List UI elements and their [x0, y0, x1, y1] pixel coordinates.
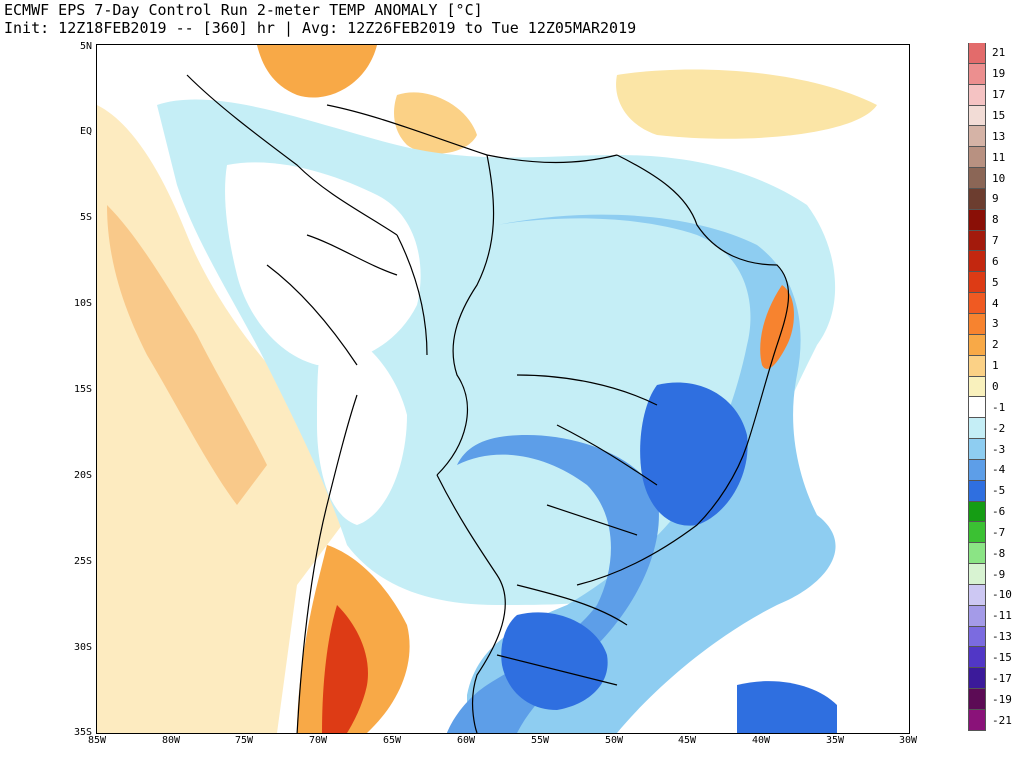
lat-tick-10s: 10S	[73, 298, 92, 309]
color-scale-label: -7	[992, 525, 1006, 539]
color-scale-swatch	[968, 689, 986, 710]
lon-tick-50w: 50W	[604, 735, 624, 746]
color-scale-label: 3	[992, 317, 999, 331]
color-scale-label: 8	[992, 213, 999, 227]
color-scale-label: 10	[992, 171, 1006, 185]
color-scale-label: 0	[992, 380, 999, 393]
lat-tick-5s: 5S	[79, 212, 92, 223]
temperature-anomaly-map	[96, 44, 910, 734]
color-scale-label: -8	[992, 546, 1006, 560]
color-scale-swatch	[968, 293, 986, 314]
color-scale-label: 13	[992, 129, 1006, 143]
color-scale-swatch	[968, 147, 986, 169]
color-scale-label: 5	[992, 275, 999, 289]
lon-tick-80w: 80W	[161, 735, 181, 746]
chart-title: ECMWF EPS 7-Day Control Run 2-meter TEMP…	[4, 1, 483, 19]
lon-tick-70w: 70W	[308, 735, 328, 746]
color-scale-label: -15	[992, 651, 1012, 665]
color-scale-swatch	[968, 480, 986, 502]
color-scale-label: 17	[992, 88, 1006, 102]
lon-tick-55w: 55W	[530, 735, 550, 746]
color-scale-label: -19	[992, 692, 1012, 706]
color-scale-swatch	[968, 605, 986, 627]
color-scale-swatch	[968, 543, 986, 565]
lat-tick-15s: 15S	[73, 384, 92, 395]
color-scale-label: 4	[992, 296, 999, 310]
color-scale-swatch	[968, 230, 986, 252]
color-scale-swatch	[968, 63, 986, 85]
color-scale-swatch	[968, 313, 986, 335]
map-canvas	[97, 45, 909, 733]
color-scale-label: 2	[992, 338, 999, 352]
lon-tick-45w: 45W	[677, 735, 697, 746]
color-scale-label: -10	[992, 588, 1012, 602]
color-scale-swatch	[968, 710, 986, 731]
color-scale-label: -21	[992, 713, 1012, 727]
color-scale	[968, 43, 986, 731]
lat-tick-eq: EQ	[79, 126, 92, 137]
color-scale-swatch	[968, 459, 986, 481]
color-scale-swatch	[968, 439, 986, 460]
color-scale-swatch	[968, 564, 986, 585]
color-scale-swatch	[968, 418, 986, 440]
color-scale-label: -1	[992, 400, 1006, 414]
lat-tick-20s: 20S	[73, 470, 92, 481]
color-scale-swatch	[968, 501, 986, 523]
color-scale-label: 6	[992, 254, 999, 268]
color-scale-label: 11	[992, 150, 1006, 164]
color-scale-label: 9	[992, 192, 999, 206]
lon-tick-30w: 30W	[898, 735, 918, 746]
lon-tick-75w: 75W	[234, 735, 254, 746]
color-scale-label: 21	[992, 46, 1006, 60]
color-scale-swatch	[968, 105, 986, 127]
color-scale-swatch	[968, 397, 986, 419]
color-scale-swatch	[968, 272, 986, 294]
lon-tick-35w: 35W	[825, 735, 845, 746]
color-scale-label: -17	[992, 671, 1012, 685]
color-scale-swatch	[968, 355, 986, 377]
color-scale-swatch	[968, 126, 986, 148]
color-scale-swatch	[968, 334, 986, 356]
lon-tick-65w: 65W	[382, 735, 402, 746]
lon-tick-60w: 60W	[456, 735, 476, 746]
color-scale-swatch	[968, 84, 986, 106]
lat-tick-30s: 30S	[73, 642, 92, 653]
color-scale-label: -4	[992, 463, 1006, 477]
color-scale-label: -6	[992, 505, 1006, 519]
color-scale-label: 19	[992, 67, 1006, 81]
color-scale-swatch	[968, 43, 986, 64]
color-scale-swatch	[968, 584, 986, 606]
color-scale-swatch	[968, 209, 986, 231]
color-scale-label: -11	[992, 609, 1012, 623]
lon-tick-85w: 85W	[87, 735, 107, 746]
color-scale-swatch	[968, 647, 986, 669]
lat-tick-35s: 35S	[73, 727, 92, 738]
color-scale-label: -9	[992, 567, 1006, 581]
color-scale-label: -3	[992, 442, 1006, 456]
lat-tick-25s: 25S	[73, 556, 92, 567]
color-scale-swatch	[968, 188, 986, 210]
color-scale-label: 15	[992, 108, 1006, 122]
color-scale-label: -2	[992, 421, 1006, 435]
color-scale-swatch	[968, 626, 986, 648]
color-scale-swatch	[968, 376, 986, 398]
lat-tick-5n: 5N	[79, 41, 92, 52]
chart-subtitle: Init: 12Z18FEB2019 -- [360] hr | Avg: 12…	[4, 19, 637, 37]
color-scale-swatch	[968, 522, 986, 544]
color-scale-label: -13	[992, 630, 1012, 644]
color-scale-label: -5	[992, 484, 1006, 498]
lon-tick-40w: 40W	[751, 735, 771, 746]
color-scale-label: 7	[992, 234, 999, 248]
color-scale-swatch	[968, 251, 986, 273]
color-scale-swatch	[968, 168, 986, 189]
color-scale-swatch	[968, 668, 986, 690]
color-scale-label: 1	[992, 359, 999, 373]
